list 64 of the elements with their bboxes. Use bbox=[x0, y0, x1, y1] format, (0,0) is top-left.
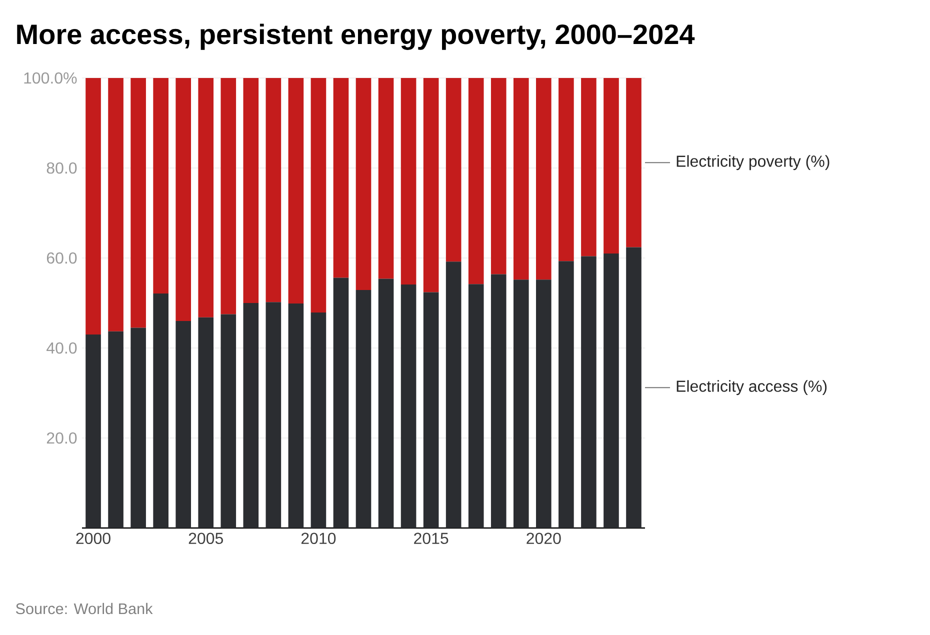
bar bbox=[513, 280, 529, 528]
y-tick-label: 60.0 bbox=[46, 252, 77, 264]
bar bbox=[604, 254, 619, 528]
bar bbox=[86, 334, 101, 528]
bar bbox=[581, 256, 596, 528]
bar bbox=[243, 78, 259, 303]
x-tick-label: 2020 bbox=[526, 532, 561, 544]
bar bbox=[86, 78, 101, 334]
bar bbox=[176, 78, 191, 321]
chart-title: More access, persistent energy poverty, 2000–2024 bbox=[17, 24, 695, 50]
bar bbox=[446, 78, 462, 262]
text: Electricity access (%) bbox=[676, 380, 827, 396]
text: Electricity poverty (%) bbox=[676, 155, 830, 170]
bar bbox=[198, 317, 214, 528]
bar bbox=[490, 274, 506, 528]
bar bbox=[130, 78, 146, 328]
bar bbox=[558, 261, 574, 528]
bar bbox=[333, 78, 349, 278]
bar bbox=[288, 78, 304, 304]
bar bbox=[220, 78, 236, 314]
bar bbox=[153, 294, 168, 528]
bar bbox=[581, 78, 596, 256]
bar bbox=[626, 78, 642, 248]
y-tick-label: 20.0 bbox=[46, 432, 77, 444]
bar bbox=[176, 321, 191, 528]
x-tick-label: 2015 bbox=[414, 532, 448, 544]
bar bbox=[378, 278, 394, 528]
bar bbox=[333, 278, 349, 528]
bar bbox=[468, 284, 484, 528]
bar bbox=[198, 78, 214, 318]
bar bbox=[266, 78, 282, 302]
bar bbox=[243, 303, 259, 528]
bar bbox=[356, 290, 372, 528]
bar bbox=[604, 78, 619, 254]
y-tick-label: 40.0 bbox=[46, 342, 77, 354]
bar bbox=[153, 78, 168, 294]
x-tick-label: 2000 bbox=[76, 532, 110, 544]
bar bbox=[423, 292, 439, 528]
y-tick-label: 100.0% bbox=[24, 72, 77, 84]
bar bbox=[130, 328, 146, 528]
bar bbox=[468, 78, 484, 284]
bar bbox=[108, 78, 124, 332]
bar bbox=[400, 284, 416, 528]
bar bbox=[423, 78, 439, 292]
bar bbox=[356, 78, 372, 290]
bar bbox=[310, 78, 326, 312]
bar bbox=[536, 78, 552, 280]
bar bbox=[378, 78, 394, 279]
bar bbox=[626, 247, 642, 528]
bar bbox=[266, 302, 282, 528]
source-note: Source: World Bank bbox=[16, 602, 153, 614]
y-tick-label: 80.0 bbox=[46, 162, 77, 174]
bar bbox=[108, 331, 124, 528]
bar bbox=[536, 280, 552, 528]
bar bbox=[220, 314, 236, 528]
bar bbox=[400, 78, 416, 285]
x-tick-label: 2005 bbox=[188, 532, 223, 544]
bar bbox=[558, 78, 574, 262]
bar bbox=[490, 78, 506, 274]
bar bbox=[288, 303, 304, 528]
bar bbox=[310, 312, 326, 528]
bar bbox=[446, 262, 462, 528]
x-tick-label: 2010 bbox=[301, 532, 336, 544]
bar bbox=[513, 78, 529, 280]
